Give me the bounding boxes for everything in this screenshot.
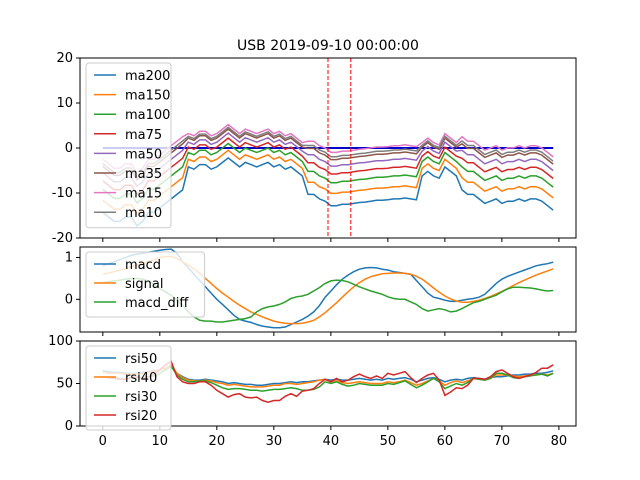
y-tick-label: 20: [56, 51, 73, 66]
legend-label: ma35: [125, 167, 162, 182]
x-tick-label: 50: [380, 434, 397, 449]
legend-label: ma10: [125, 206, 162, 221]
legend-label: rsi40: [125, 371, 157, 386]
y-tick-label: 0: [65, 419, 73, 434]
legend: ma200 ma150 ma100 ma75 ma50 ma35 ma15 ma10: [85, 62, 172, 229]
legend: rsi50 rsi40 rsi30 rsi20: [85, 345, 172, 431]
legend-label: ma75: [125, 128, 162, 143]
chart-title: USB 2019-09-10 00:00:00: [237, 38, 419, 54]
legend-label: ma150: [125, 89, 170, 104]
legend-box: [85, 345, 172, 431]
legend-label: ma200: [125, 69, 170, 84]
x-tick-label: 80: [551, 434, 568, 449]
legend-label: ma50: [125, 147, 162, 162]
series-line-ma75: [102, 137, 554, 196]
legend-label: macd_diff: [125, 296, 189, 311]
y-tick-label: -10: [52, 186, 73, 201]
legend-label: macd: [125, 258, 161, 273]
legend-box: [85, 251, 206, 318]
moving-average-panel: -20-1001020ma200ma150ma100ma75ma50ma35ma…: [52, 51, 577, 246]
y-tick-label: 0: [65, 292, 73, 307]
x-tick-label: 0: [99, 434, 107, 449]
x-tick-label: 70: [494, 434, 511, 449]
legend-label: ma100: [125, 108, 170, 123]
x-tick-label: 60: [437, 434, 454, 449]
x-tick-label: 20: [209, 434, 226, 449]
legend-label: ma15: [125, 187, 162, 202]
legend: macd signal macd_diff: [85, 251, 206, 318]
x-tick-label: 30: [266, 434, 283, 449]
series-line-rsi20: [102, 360, 554, 403]
y-tick-label: 0: [65, 141, 73, 156]
y-tick-label: 10: [56, 96, 73, 111]
legend-label: rsi20: [125, 409, 157, 424]
macd-panel: 0 1 macd signal macd_diff: [65, 246, 577, 336]
x-tick-label: 10: [152, 434, 169, 449]
y-tick-label: 100: [48, 334, 73, 349]
legend-box: [85, 62, 172, 229]
y-tick-label: 1: [65, 250, 73, 265]
y-tick-label: 50: [56, 377, 73, 392]
x-tick-label: 40: [323, 434, 340, 449]
plot-area: [102, 58, 554, 238]
plot-area: [102, 360, 554, 403]
legend-label: signal: [125, 277, 163, 292]
y-tick-label: -20: [52, 231, 73, 246]
axes-frame: [79, 246, 577, 333]
legend-label: rsi50: [125, 352, 157, 367]
legend-label: rsi30: [125, 390, 157, 405]
